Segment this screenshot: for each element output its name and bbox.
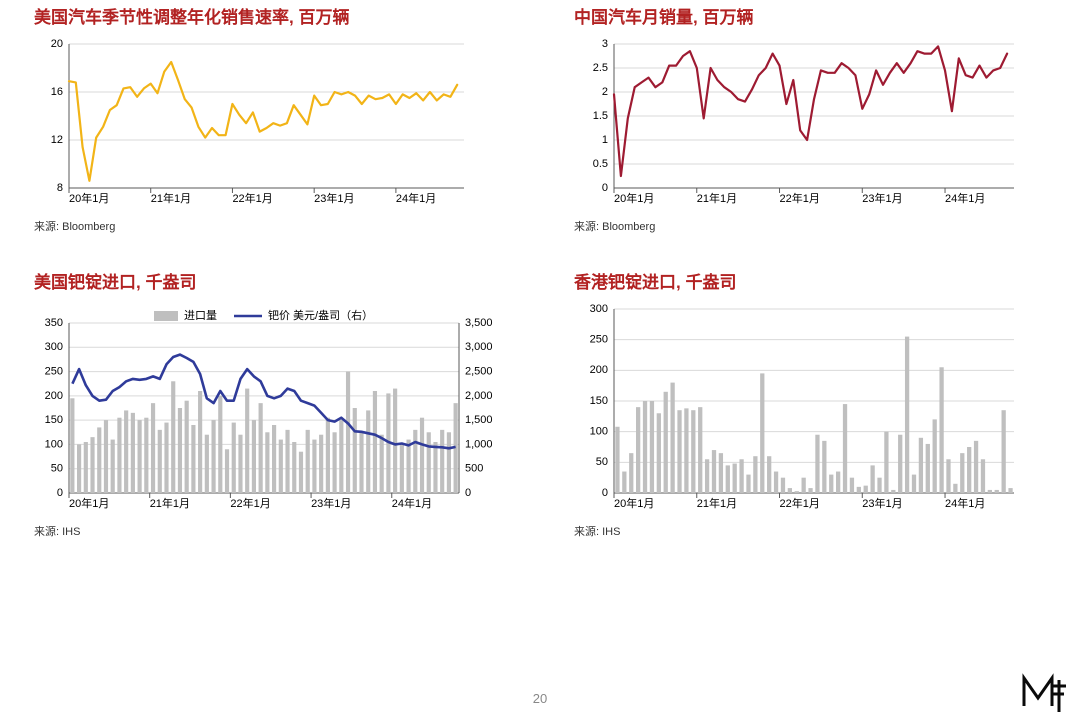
- svg-text:20年1月: 20年1月: [69, 496, 109, 510]
- svg-text:23年1月: 23年1月: [311, 496, 351, 510]
- svg-text:1,000: 1,000: [465, 438, 493, 450]
- svg-text:0: 0: [57, 487, 63, 499]
- svg-text:0: 0: [602, 182, 608, 194]
- source-prefix: 来源:: [574, 526, 602, 538]
- svg-text:12: 12: [51, 134, 63, 146]
- svg-text:20: 20: [51, 38, 63, 50]
- svg-text:21年1月: 21年1月: [697, 496, 737, 510]
- svg-text:20年1月: 20年1月: [69, 191, 109, 205]
- svg-text:21年1月: 21年1月: [697, 191, 737, 205]
- svg-text:23年1月: 23年1月: [862, 191, 902, 205]
- svg-text:23年1月: 23年1月: [314, 191, 354, 205]
- svg-text:23年1月: 23年1月: [862, 496, 902, 510]
- logo-icon: [1020, 672, 1068, 712]
- svg-text:22年1月: 22年1月: [232, 191, 272, 205]
- svg-text:0: 0: [602, 487, 608, 499]
- svg-text:2,500: 2,500: [465, 365, 493, 377]
- svg-text:3: 3: [602, 38, 608, 50]
- svg-text:0: 0: [465, 487, 471, 499]
- svg-text:8: 8: [57, 182, 63, 194]
- svg-text:22年1月: 22年1月: [780, 496, 820, 510]
- svg-text:进口量: 进口量: [184, 309, 217, 322]
- source-line: 来源: IHS: [574, 523, 1024, 539]
- source-line: 来源: Bloomberg: [34, 218, 474, 234]
- svg-text:250: 250: [590, 334, 608, 346]
- svg-text:0.5: 0.5: [593, 158, 608, 170]
- svg-text:20年1月: 20年1月: [614, 191, 654, 205]
- chart-title: 香港钯锭进口, 千盎司: [574, 268, 1024, 293]
- svg-text:2,000: 2,000: [465, 390, 493, 402]
- svg-text:100: 100: [45, 438, 63, 450]
- svg-text:24年1月: 24年1月: [396, 191, 436, 205]
- panel-us-pd: 美国钯锭进口, 千盎司 0 50 100 150 200 250 300 350 0 500 1,0…: [34, 268, 504, 539]
- source-line: 来源: IHS: [34, 523, 504, 539]
- source-prefix: 来源:: [34, 526, 62, 538]
- svg-text:500: 500: [465, 463, 483, 475]
- svg-text:24年1月: 24年1月: [945, 496, 985, 510]
- svg-text:150: 150: [590, 395, 608, 407]
- svg-text:300: 300: [45, 341, 63, 353]
- svg-text:21年1月: 21年1月: [151, 191, 191, 205]
- svg-text:2: 2: [602, 86, 608, 98]
- svg-text:3,500: 3,500: [465, 317, 493, 329]
- svg-text:1.5: 1.5: [593, 110, 608, 122]
- chart-hk-pd: 0 50 100 150 200 250 300 20年1月 21年1月 22年1月 23年1月 24…: [574, 299, 1024, 519]
- source-line: 来源: Bloomberg: [574, 218, 1024, 234]
- svg-text:150: 150: [45, 414, 63, 426]
- chart-cn-auto: 0 0.5 1 1.5 2 2.5 3 20年1月 21年1月 22年1月 23年1月 24年1月: [574, 34, 1024, 214]
- source-text: Bloomberg: [602, 221, 655, 233]
- panel-hk-pd: 香港钯锭进口, 千盎司 0 50 100 150 200 250 300 20年1月 21年1月…: [574, 268, 1024, 539]
- svg-text:3,000: 3,000: [465, 341, 493, 353]
- chart-title: 美国汽车季节性调整年化销售速率, 百万辆: [34, 3, 474, 28]
- source-prefix: 来源:: [34, 221, 62, 233]
- svg-text:20年1月: 20年1月: [614, 496, 654, 510]
- chart-title: 中国汽车月销量, 百万辆: [574, 3, 1024, 28]
- svg-text:24年1月: 24年1月: [392, 496, 432, 510]
- source-prefix: 来源:: [574, 221, 602, 233]
- page-number: 20: [0, 691, 1080, 706]
- chart-us-pd: 0 50 100 150 200 250 300 350 0 500 1,000 1,500 2,000…: [34, 299, 504, 519]
- svg-text:50: 50: [596, 456, 608, 468]
- svg-text:250: 250: [45, 365, 63, 377]
- svg-text:24年1月: 24年1月: [945, 191, 985, 205]
- source-text: IHS: [602, 526, 620, 538]
- chart-us-auto: 8 12 16 20 20年1月 21年1月 22年1月 23年1月 24年1月: [34, 34, 474, 214]
- source-text: IHS: [62, 526, 80, 538]
- panel-cn-auto: 中国汽车月销量, 百万辆 0 0.5 1 1.5 2 2.5 3 20年1月 21年1月 22年1…: [574, 3, 1024, 234]
- svg-text:钯价 美元/盎司（右）: 钯价 美元/盎司（右）: [268, 308, 373, 322]
- chart-title: 美国钯锭进口, 千盎司: [34, 268, 504, 293]
- svg-text:300: 300: [590, 303, 608, 315]
- source-text: Bloomberg: [62, 221, 115, 233]
- panel-us-auto: 美国汽车季节性调整年化销售速率, 百万辆 8 12 16 20 20年1月 21年1月 22…: [34, 3, 474, 234]
- svg-text:200: 200: [590, 364, 608, 376]
- svg-text:1,500: 1,500: [465, 414, 493, 426]
- svg-text:21年1月: 21年1月: [150, 496, 190, 510]
- svg-text:16: 16: [51, 86, 63, 98]
- svg-text:22年1月: 22年1月: [230, 496, 270, 510]
- svg-text:1: 1: [602, 134, 608, 146]
- svg-text:100: 100: [590, 426, 608, 438]
- svg-text:22年1月: 22年1月: [780, 191, 820, 205]
- svg-text:50: 50: [51, 463, 63, 475]
- svg-text:2.5: 2.5: [593, 62, 608, 74]
- svg-text:350: 350: [45, 317, 63, 329]
- svg-text:200: 200: [45, 390, 63, 402]
